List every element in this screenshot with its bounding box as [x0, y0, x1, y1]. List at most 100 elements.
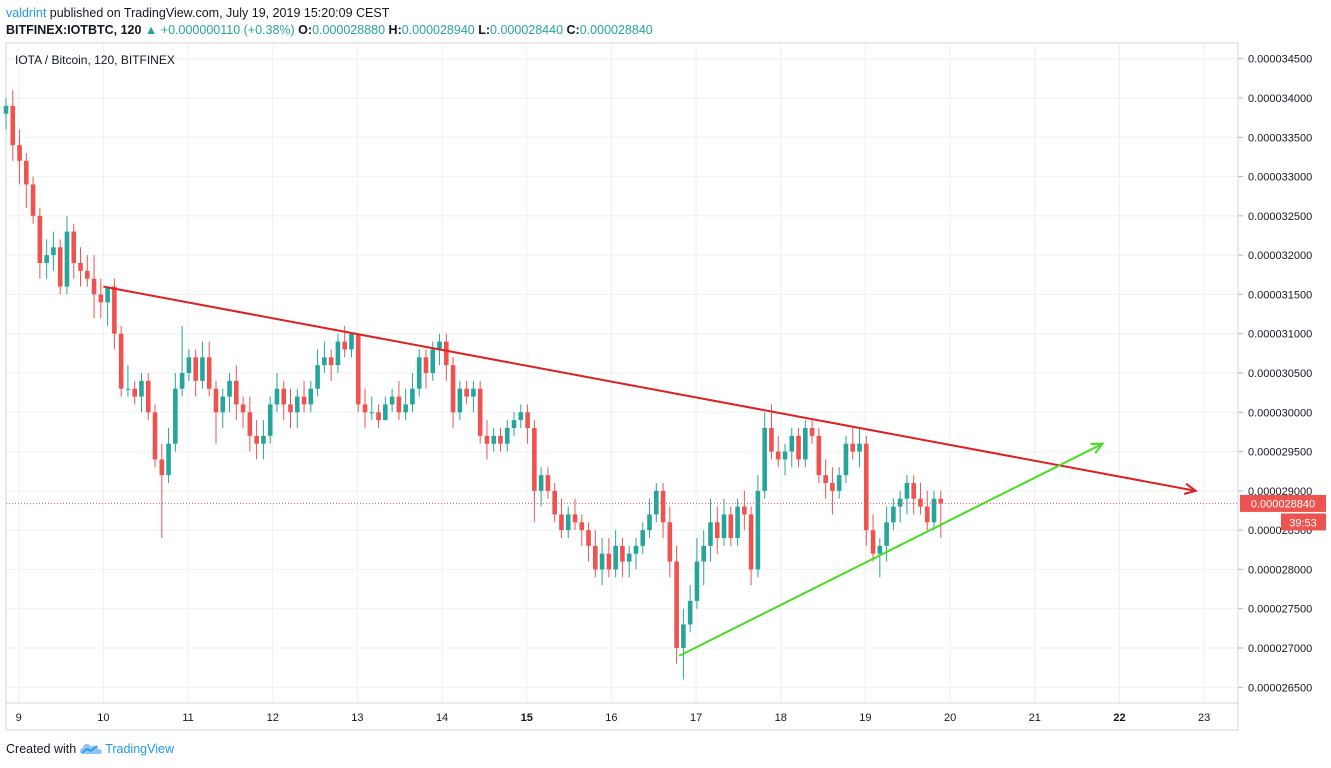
price-tick-label: 0.000029000: [1248, 486, 1312, 498]
candle: [288, 388, 293, 428]
candle: [924, 490, 930, 531]
candle: [51, 231, 56, 271]
candle: [179, 325, 185, 397]
candle-body: [200, 357, 205, 381]
candle-body: [450, 365, 456, 413]
candle-body: [288, 404, 293, 413]
candle-body: [227, 380, 232, 397]
candle-body: [565, 514, 571, 531]
price-tick-label: 0.000034500: [1248, 54, 1312, 66]
candle: [809, 420, 815, 444]
candle: [423, 349, 429, 389]
candle: [579, 514, 585, 546]
time-axis[interactable]: 9 10 11 12 13 14 15 16 17 18 19 20 21 22 23: [16, 712, 1211, 724]
candle-body: [98, 294, 104, 303]
candle: [552, 483, 557, 523]
candle-body: [769, 428, 774, 452]
candle-body: [708, 522, 713, 546]
candle: [37, 208, 43, 279]
candle: [660, 483, 666, 538]
candle: [613, 530, 618, 578]
candle: [355, 333, 361, 413]
time-tick-label: 21: [1029, 712, 1041, 724]
time-tick-label: 23: [1198, 712, 1210, 724]
candle-body: [789, 435, 795, 452]
candle-body: [132, 388, 138, 397]
candle-body: [735, 506, 740, 538]
price-label-bg: [1240, 494, 1326, 512]
candle: [836, 467, 842, 499]
candle-body: [891, 506, 896, 523]
candle: [606, 538, 612, 578]
candle: [206, 341, 212, 397]
candle-body: [714, 522, 720, 538]
price-tick-label: 0.000027000: [1248, 643, 1312, 655]
candle-body: [464, 388, 469, 397]
candle: [538, 467, 544, 507]
candle-body: [572, 514, 578, 523]
candle-body: [803, 428, 808, 460]
candle-body: [748, 514, 754, 570]
candle: [213, 380, 219, 444]
candle: [681, 608, 686, 680]
candle: [457, 380, 463, 421]
candle-body: [437, 341, 442, 350]
candle: [44, 239, 49, 279]
candle-body: [606, 553, 612, 570]
candle-body: [389, 396, 395, 405]
candle-body: [640, 530, 646, 546]
candle: [626, 545, 632, 578]
candle-body: [308, 388, 314, 405]
time-tick-label: 11: [182, 712, 193, 724]
candle-body: [328, 357, 334, 366]
candle-body: [17, 145, 22, 161]
candle-body: [667, 522, 673, 562]
candle-body: [484, 435, 490, 444]
resistance-line: [103, 285, 1196, 492]
price-label-box: 0.000028840 39:53: [1240, 494, 1326, 531]
candle: [145, 373, 151, 421]
candle-body: [362, 404, 368, 413]
time-tick-label: 22: [1113, 712, 1125, 724]
time-tick-label: 19: [859, 712, 871, 724]
candle-body: [593, 545, 598, 570]
candle: [742, 490, 747, 531]
ohlc-line: BITFINEX:IOTBTC, 120 ▲ +0.000000110 (+0.…: [6, 22, 653, 39]
candle-body: [904, 483, 910, 499]
candle-body: [762, 428, 767, 491]
open-value: 0.000028880: [312, 23, 386, 37]
candle: [755, 475, 761, 578]
price-tick-label: 0.000026500: [1248, 682, 1312, 694]
candle-body: [71, 231, 77, 263]
candle: [511, 412, 517, 436]
price-tick-label: 0.000028000: [1248, 564, 1312, 576]
candle: [857, 428, 862, 468]
low-value: 0.000028440: [490, 23, 564, 37]
candle-body: [64, 231, 70, 287]
candle: [315, 349, 320, 397]
candle: [227, 373, 232, 413]
candle-body: [870, 530, 876, 554]
candle-body: [647, 514, 652, 531]
candle-body: [599, 553, 605, 570]
candle-body: [125, 388, 131, 390]
candle-body: [355, 333, 361, 405]
candle-body: [559, 514, 564, 531]
candle: [769, 404, 774, 460]
price-axis[interactable]: 0.000034500 0.000034000 0.000033500 0.00003…: [1238, 54, 1312, 695]
candle-body: [545, 475, 551, 491]
time-tick-label: 15: [521, 712, 533, 724]
candle: [450, 357, 456, 428]
candle-body: [416, 357, 422, 389]
candle-body: [206, 357, 212, 389]
candle-body: [681, 624, 686, 648]
time-axis-frame: [5, 702, 1239, 731]
candle: [362, 388, 368, 428]
candle-body: [525, 412, 530, 428]
countdown-bg: [1281, 513, 1326, 531]
author-link[interactable]: valdrint: [6, 6, 47, 20]
tradingview-link[interactable]: TradingView: [80, 742, 174, 756]
candle: [599, 538, 605, 586]
candle-body: [511, 420, 517, 428]
